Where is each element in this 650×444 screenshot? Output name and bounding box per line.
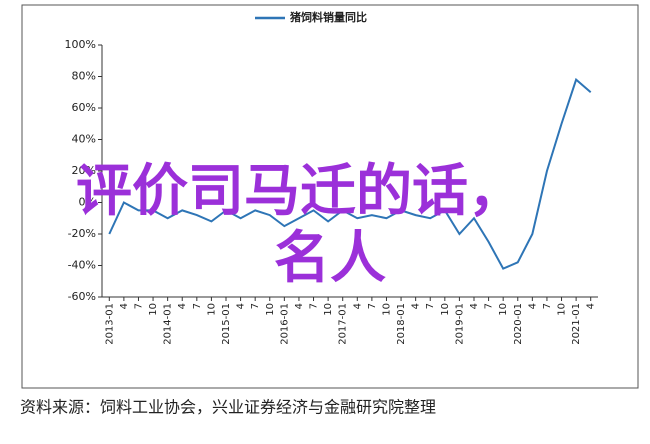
x-tick-label: 7 [133,303,144,309]
x-tick-label: 2014-01 [163,303,174,345]
x-tick-label: 10 [265,303,276,316]
x-tick-label: 10 [148,303,159,316]
x-tick-label: 2016-01 [279,303,290,345]
x-tick-label: 4 [352,303,363,309]
y-tick-label: -20% [68,227,96,240]
x-tick-label: 4 [236,303,247,309]
x-tick-label: 4 [177,303,188,309]
x-tick-label: 2013-01 [104,303,115,345]
x-tick-label: 4 [119,303,130,309]
overlay-text: 名人 [274,226,386,291]
x-tick-label: 10 [498,303,509,316]
x-tick-label: 4 [586,303,597,309]
frame [21,4,639,389]
x-tick-label: 4 [411,303,422,309]
y-tick-label: 80% [72,70,96,83]
x-tick-label: 7 [367,303,378,309]
x-tick-label: 2017-01 [338,303,349,345]
source: 资料来源：饲料工业协会，兴业证券经济与金融研究院整理 [20,398,436,417]
x-tick-label: 10 [440,303,451,316]
x-tick-label: 7 [250,303,261,309]
x-tick-label: 7 [484,303,495,309]
x-tick-label: 7 [542,303,553,309]
x-tick-label: 7 [309,303,320,309]
x-tick-label: 10 [206,303,217,316]
x-tick-label: 10 [323,303,334,316]
data-line [108,77,592,270]
y-tick-label: -40% [68,259,96,272]
x-tick-label: 7 [192,303,203,309]
x-tick-label: 7 [425,303,436,309]
x-tick-label: 2019-01 [454,303,465,345]
y-tick-label: 60% [72,101,96,114]
x-tick-label: 2021-01 [571,303,582,345]
x-tick-label: 2020-01 [513,303,524,345]
x-tick-label: 10 [557,303,568,316]
y-tick-label: 0% [79,196,96,209]
x-tick-label: 4 [527,303,538,309]
y-tick-label: -60% [68,290,96,303]
y-tick-label: 40% [72,133,96,146]
x-tick-label: 10 [381,303,392,316]
x-tick-label: 4 [469,303,480,309]
y-tick-label: 100% [65,38,96,51]
x-tick-label: 2018-01 [396,303,407,345]
legend-label: 猪饲料销量同比 [289,10,367,24]
x-tick-label: 4 [294,303,305,309]
y-tick-label: 20% [72,164,96,177]
overlay-text: 评价司马迁的话， [76,159,524,224]
x-tick-label: 2015-01 [221,303,232,345]
